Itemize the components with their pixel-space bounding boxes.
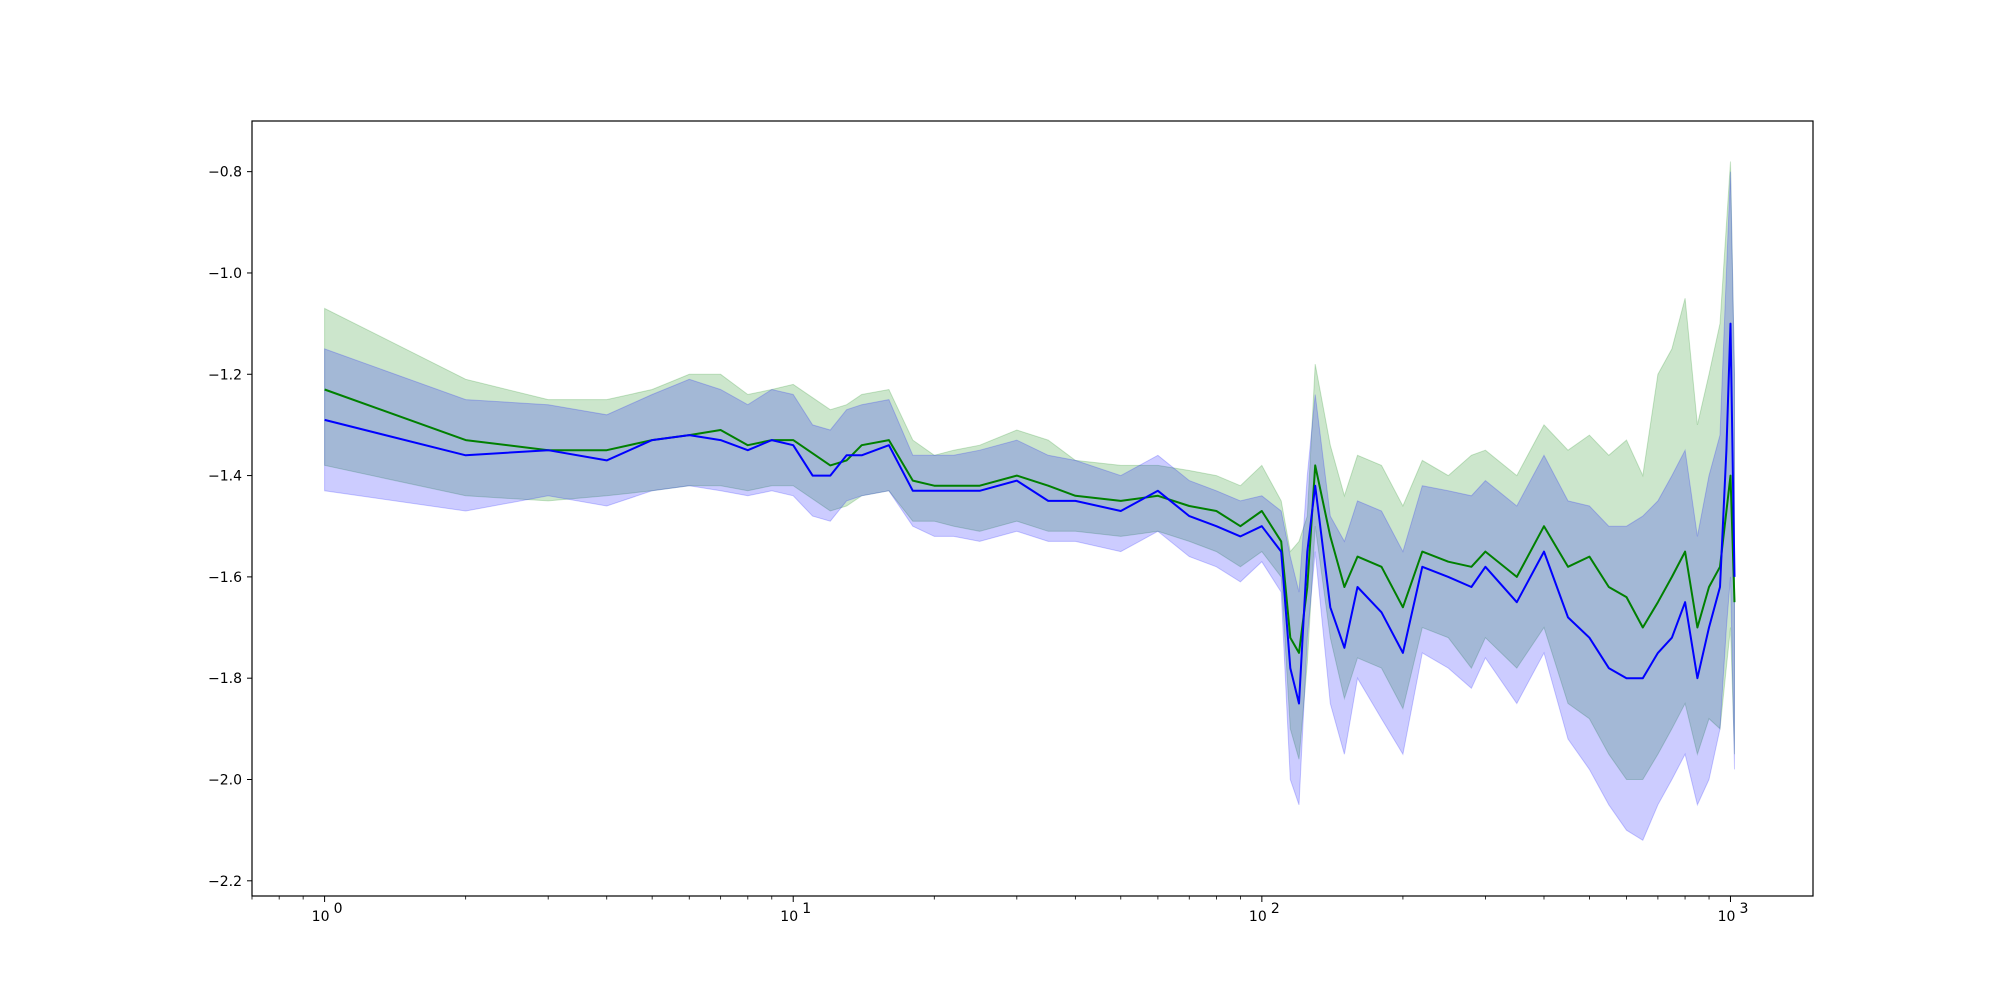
- series-1-line: [324, 388, 1736, 654]
- series-1-confidence-band: [324, 161, 1735, 780]
- x-tick-label: 10: [1718, 909, 1736, 925]
- y-tick-label: −2.2: [208, 874, 242, 890]
- axes-layer: −0.8−1.0−1.2−1.4−1.6−1.8−2.0−2.210 0 10 1 10…: [208, 165, 1748, 925]
- x-tick-label: 10: [780, 909, 798, 925]
- y-tick-label: −1.4: [208, 469, 242, 485]
- x-tick-label: 10: [312, 909, 330, 925]
- x-tick-label: 10: [1249, 909, 1267, 925]
- series-2-line: [324, 322, 1736, 705]
- y-tick-label: −1.8: [208, 671, 242, 687]
- x-tick-exponent: 2: [1271, 901, 1280, 917]
- series-2-confidence-band: [324, 171, 1735, 842]
- y-tick-label: −1.0: [208, 266, 242, 282]
- x-tick-exponent: 1: [802, 901, 811, 917]
- x-tick-exponent: 3: [1739, 901, 1748, 917]
- plot-data-layer: [324, 161, 1736, 842]
- y-tick-label: −2.0: [208, 772, 242, 788]
- x-tick-exponent: 0: [334, 901, 343, 917]
- plot-frame: [251, 120, 1814, 897]
- y-tick-label: −0.8: [208, 165, 242, 181]
- y-tick-label: −1.2: [208, 367, 242, 383]
- y-tick-label: −1.6: [208, 570, 242, 586]
